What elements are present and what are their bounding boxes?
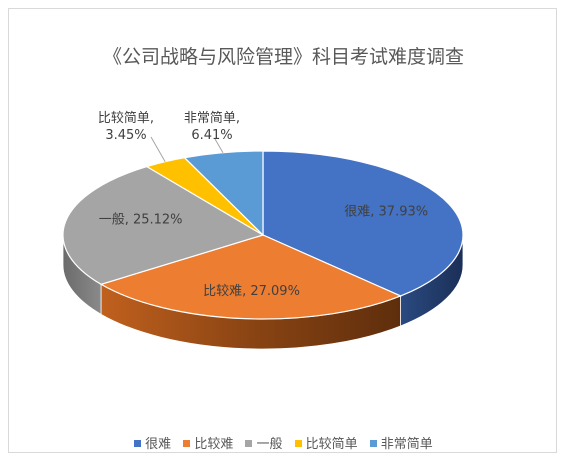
legend-swatch-4: [369, 440, 377, 447]
legend-label-0: 很难: [145, 437, 172, 452]
slice-1: [99, 234, 403, 320]
data-label-4: 非常简单, 6.41%: [184, 110, 240, 143]
legend-label-1: 比较难: [194, 437, 234, 452]
data-label-2: 一般, 25.12%: [99, 212, 183, 228]
leader-line-3: [150, 136, 166, 162]
data-label-1: 比较难, 27.09%: [203, 284, 300, 299]
legend-swatch-0: [134, 440, 142, 447]
legend-swatch-2: [245, 440, 253, 447]
legend-label-2: 一般: [256, 437, 283, 452]
data-label-3: 比较简单, 3.45%: [98, 110, 154, 143]
legend-item-2: 一般: [245, 433, 283, 452]
chart-area: 《公司战略与风险管理》科目考试难度调查 很难, 37.93% 比较难, 27.09…: [8, 8, 557, 453]
legend-swatch-3: [294, 440, 302, 447]
legend-swatch-1: [183, 440, 191, 447]
pie-chart: 很难, 37.93% 比较难, 27.09% 一般, 25.12% 比较简单, 3.45…: [62, 110, 464, 350]
leader-line-4: [214, 138, 224, 153]
slice-4: [183, 150, 264, 237]
legend-item-3: 比较简单: [294, 433, 358, 452]
data-label-0: 很难, 37.93%: [344, 205, 428, 220]
legend-item-1: 比较难: [183, 433, 233, 452]
legend: 很难 比较难 一般 比较简单 非常简单: [9, 433, 558, 452]
legend-label-3: 比较简单: [305, 437, 358, 452]
legend-item-4: 非常简单: [369, 433, 433, 452]
legend-label-4: 非常简单: [380, 437, 433, 452]
chart-title: 《公司战略与风险管理》科目考试难度调查: [102, 46, 464, 68]
slice-0: [262, 150, 464, 297]
legend-item-0: 很难: [134, 433, 171, 452]
slice-2: [62, 165, 265, 285]
